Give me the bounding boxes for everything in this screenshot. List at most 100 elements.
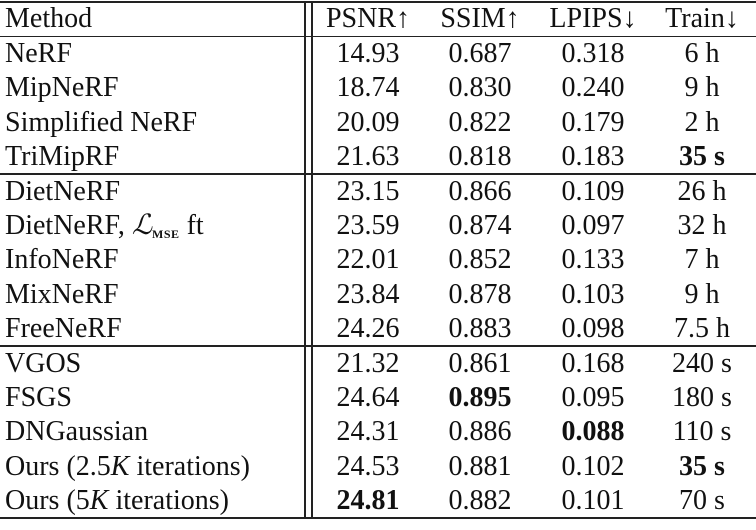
header-lpips: LPIPS↓ <box>549 3 637 34</box>
psnr-cell: 24.81 <box>336 485 400 517</box>
method-cell: FreeNeRF <box>5 312 122 346</box>
psnr-cell: 18.74 <box>336 72 400 104</box>
lpips-cell: 0.179 <box>561 106 625 138</box>
psnr-cell: 21.63 <box>336 141 400 173</box>
group-rule <box>0 345 756 347</box>
method-text: DNGaussian <box>5 416 149 448</box>
table-row: Simplified NeRF 20.09 0.822 0.179 2 h <box>0 106 756 140</box>
psnr-cell: 20.09 <box>336 106 400 138</box>
table-row: InfoNeRF 22.01 0.852 0.133 7 h <box>0 243 756 277</box>
method-text: InfoNeRF <box>5 244 119 276</box>
train-cell: 240 s <box>672 347 732 379</box>
method-cell: MipNeRF <box>5 71 119 105</box>
method-cell: TriMipRF <box>5 140 119 174</box>
method-cell: Ours (5K iterations) <box>5 484 229 518</box>
method-text: NeRF <box>5 38 72 69</box>
table-row: VGOS 21.32 0.861 0.168 240 s <box>0 347 756 381</box>
ssim-cell: 0.895 <box>448 382 512 413</box>
top-rule <box>0 1 756 3</box>
method-text: Ours (5 <box>5 485 90 517</box>
lpips-cell: 0.095 <box>561 382 625 413</box>
ssim-cell: 0.818 <box>448 141 512 173</box>
table-row: NeRF 14.93 0.687 0.318 6 h <box>0 37 756 71</box>
method-text: iterations) <box>108 485 229 517</box>
psnr-cell: 24.53 <box>336 450 400 482</box>
header-psnr: PSNR↑ <box>325 3 411 34</box>
header-ssim: SSIM↑ <box>440 3 520 34</box>
ssim-cell: 0.883 <box>448 313 512 345</box>
method-text: MixNeRF <box>5 278 119 310</box>
method-math: ℒ <box>131 210 153 241</box>
ssim-cell: 0.830 <box>448 72 512 104</box>
ssim-cell: 0.687 <box>448 38 512 69</box>
method-math: K <box>89 485 109 517</box>
table-row: FSGS 24.64 0.895 0.095 180 s <box>0 381 756 415</box>
method-cell: MixNeRF <box>5 278 119 312</box>
method-text: TriMipRF <box>5 141 120 173</box>
lpips-cell: 0.097 <box>561 210 625 241</box>
train-cell: 35 s <box>679 450 725 482</box>
method-math: mse <box>152 223 180 242</box>
psnr-cell: 24.31 <box>336 416 400 448</box>
method-text: Ours (2.5 <box>5 450 111 482</box>
lpips-cell: 0.101 <box>561 485 625 517</box>
lpips-cell: 0.088 <box>561 416 625 448</box>
ssim-cell: 0.822 <box>448 106 512 138</box>
ssim-cell: 0.881 <box>448 450 512 482</box>
ssim-cell: 0.882 <box>448 485 512 517</box>
method-text: FreeNeRF <box>5 313 122 345</box>
table-row: MixNeRF 23.84 0.878 0.103 9 h <box>0 278 756 312</box>
header-train: Train↓ <box>665 3 739 34</box>
method-text: DietNeRF, <box>5 210 132 241</box>
ssim-cell: 0.874 <box>448 210 512 241</box>
method-cell: DietNeRF, ℒmse ft <box>5 209 204 250</box>
train-cell: 7 h <box>684 244 720 276</box>
table-row: DNGaussian 24.31 0.886 0.088 110 s <box>0 415 756 449</box>
header-row: Method PSNR↑ SSIM↑ LPIPS↓ Train↓ <box>0 2 756 36</box>
method-cell: FSGS <box>5 381 72 415</box>
lpips-cell: 0.133 <box>561 244 625 276</box>
column-separator-left <box>304 2 306 518</box>
lpips-cell: 0.318 <box>561 38 625 69</box>
train-cell: 110 s <box>672 416 732 448</box>
method-cell: DNGaussian <box>5 415 148 449</box>
method-cell: InfoNeRF <box>5 243 119 277</box>
lpips-cell: 0.168 <box>561 347 625 379</box>
lpips-cell: 0.240 <box>561 72 625 104</box>
train-cell: 70 s <box>679 485 725 517</box>
lpips-cell: 0.098 <box>561 313 625 345</box>
table-row: FreeNeRF 24.26 0.883 0.098 7.5 h <box>0 312 756 346</box>
train-cell: 9 h <box>684 278 720 310</box>
table-row: MipNeRF 18.74 0.830 0.240 9 h <box>0 71 756 105</box>
ssim-cell: 0.866 <box>448 175 512 207</box>
psnr-cell: 23.15 <box>336 175 400 207</box>
header-rule <box>0 35 756 37</box>
header-method: Method <box>5 3 93 34</box>
table-row: TriMipRF 21.63 0.818 0.183 35 s <box>0 140 756 174</box>
method-cell: Simplified NeRF <box>5 106 197 140</box>
train-cell: 7.5 h <box>674 313 730 345</box>
lpips-cell: 0.103 <box>561 278 625 310</box>
table-row: Ours (2.5K iterations) 24.53 0.881 0.102 35 … <box>0 450 756 484</box>
method-cell: DietNeRF <box>5 175 120 209</box>
psnr-cell: 14.93 <box>336 38 400 69</box>
method-cell: NeRF <box>5 37 72 71</box>
train-cell: 32 h <box>677 210 727 241</box>
train-cell: 180 s <box>672 382 732 413</box>
method-cell: Ours (2.5K iterations) <box>5 450 250 484</box>
bottom-rule <box>0 517 756 519</box>
method-text: iterations) <box>129 450 250 482</box>
train-cell: 35 s <box>679 141 725 173</box>
psnr-cell: 23.84 <box>336 278 400 310</box>
method-text: MipNeRF <box>5 72 119 104</box>
method-math: K <box>110 450 130 482</box>
train-cell: 26 h <box>677 175 727 207</box>
method-text: ft <box>179 210 204 241</box>
lpips-cell: 0.109 <box>561 175 625 207</box>
lpips-cell: 0.183 <box>561 141 625 173</box>
lpips-cell: 0.102 <box>561 450 625 482</box>
ssim-cell: 0.861 <box>448 347 512 379</box>
column-separator-right <box>311 2 313 518</box>
method-text: DietNeRF <box>5 175 121 207</box>
table-row: Ours (5K iterations) 24.81 0.882 0.101 70 s <box>0 484 756 518</box>
